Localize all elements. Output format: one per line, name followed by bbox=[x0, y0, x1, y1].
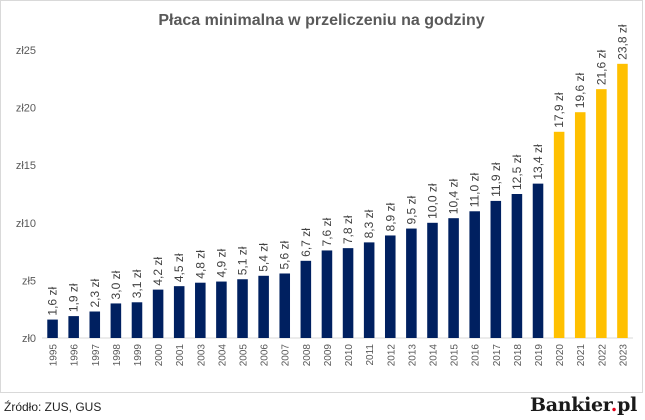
bar-2019 bbox=[532, 183, 544, 338]
x-tick-label: 2016 bbox=[471, 344, 482, 367]
brand-suffix: pl bbox=[617, 394, 637, 416]
x-tick-label: 2006 bbox=[260, 344, 271, 367]
x-tick-label: 1997 bbox=[91, 344, 102, 367]
bar-2016 bbox=[469, 211, 480, 338]
bar-2011 bbox=[363, 242, 375, 338]
data-label: 2,3 zł bbox=[88, 278, 102, 307]
bar-2022 bbox=[596, 89, 607, 338]
bar-2003 bbox=[195, 282, 206, 338]
data-label: 7,8 zł bbox=[341, 215, 355, 244]
bar-1995 bbox=[47, 319, 58, 338]
data-label: 4,5 zł bbox=[172, 253, 186, 282]
bar-1996 bbox=[68, 316, 79, 338]
x-tick-label: 2012 bbox=[386, 344, 397, 367]
bar-2023 bbox=[617, 63, 628, 338]
data-label: 5,1 zł bbox=[236, 246, 250, 275]
data-label: 8,3 zł bbox=[362, 209, 376, 238]
data-label: 1,9 zł bbox=[67, 283, 81, 312]
bar-2012 bbox=[384, 235, 396, 338]
x-tick-label: 2022 bbox=[597, 344, 608, 367]
bar-2001 bbox=[173, 286, 185, 338]
data-label: 21,6 zł bbox=[594, 49, 608, 85]
y-tick-label: zł0 bbox=[22, 333, 36, 345]
data-label: 4,9 zł bbox=[214, 249, 228, 278]
x-tick-label: 2001 bbox=[175, 344, 186, 367]
chart-title: Płaca minimalna w przeliczeniu na godzin… bbox=[158, 12, 485, 29]
x-tick-label: 2019 bbox=[534, 344, 545, 367]
x-tick-label: 2004 bbox=[217, 344, 228, 367]
x-tick-label: 1999 bbox=[133, 344, 144, 367]
data-label: 10,0 zł bbox=[425, 183, 439, 219]
bar-2021 bbox=[574, 112, 586, 338]
x-tick-label: 2010 bbox=[344, 344, 355, 367]
data-label: 19,6 zł bbox=[573, 73, 587, 109]
x-tick-label: 2007 bbox=[281, 344, 292, 367]
x-tick-label: 2020 bbox=[555, 344, 566, 367]
data-label: 3,1 zł bbox=[130, 269, 144, 298]
data-label: 17,9 zł bbox=[552, 92, 566, 128]
bar-1998 bbox=[110, 303, 122, 338]
data-label: 5,6 zł bbox=[278, 240, 292, 269]
bar-2018 bbox=[511, 194, 523, 338]
x-tick-label: 2018 bbox=[513, 344, 524, 367]
bar-chart: zł0 zł5 zł10 zł15 zł20 zł25 1,6 zł 1995 1,9 zł 19… bbox=[16, 24, 633, 367]
bar-1997 bbox=[89, 311, 101, 338]
y-tick-label: zł15 bbox=[16, 160, 36, 172]
data-label: 8,9 zł bbox=[383, 202, 397, 231]
data-label: 7,6 zł bbox=[320, 217, 334, 246]
data-label: 10,4 zł bbox=[447, 179, 461, 215]
y-tick-label: zł25 bbox=[16, 45, 36, 57]
x-tick-label: 1998 bbox=[112, 344, 123, 367]
x-tick-label: 2008 bbox=[302, 344, 313, 367]
bar-2006 bbox=[258, 275, 269, 338]
x-tick-label: 2005 bbox=[239, 344, 250, 367]
x-tick-label: 2003 bbox=[196, 344, 207, 367]
x-tick-label: 2017 bbox=[492, 344, 503, 367]
brand-name: Bankier bbox=[529, 394, 611, 416]
x-tick-label: 2015 bbox=[450, 344, 461, 367]
x-tick-label: 2021 bbox=[576, 344, 587, 367]
data-label: 4,2 zł bbox=[151, 257, 165, 286]
bar-2000 bbox=[152, 289, 164, 338]
x-tick-label: 1995 bbox=[49, 344, 60, 367]
data-label: 3,0 zł bbox=[109, 270, 123, 299]
bar-2005 bbox=[237, 279, 248, 338]
x-tick-label: 2014 bbox=[428, 344, 439, 367]
brand-dot: . bbox=[610, 394, 618, 416]
data-label: 1,6 zł bbox=[46, 287, 60, 316]
bankier-logo: Bankier.pl bbox=[530, 394, 637, 416]
data-label: 11,9 zł bbox=[489, 162, 503, 197]
y-tick-label: zł20 bbox=[16, 103, 36, 115]
y-tick-label: zł10 bbox=[16, 218, 36, 230]
bar-2009 bbox=[321, 250, 333, 338]
bar-2013 bbox=[406, 228, 417, 338]
bar-2014 bbox=[427, 222, 438, 338]
bar-2015 bbox=[448, 218, 459, 338]
data-label: 6,7 zł bbox=[299, 228, 313, 257]
x-tick-label: 2000 bbox=[154, 344, 165, 367]
data-label: 12,5 zł bbox=[510, 154, 524, 190]
source-note: Źródło: ZUS, GUS bbox=[4, 400, 102, 414]
data-label: 5,4 zł bbox=[257, 243, 271, 272]
bar-2010 bbox=[342, 248, 354, 338]
data-label: 23,8 zł bbox=[615, 24, 629, 60]
data-label: 13,4 zł bbox=[531, 144, 545, 180]
bar-1999 bbox=[131, 302, 143, 338]
bar-2020 bbox=[553, 131, 565, 338]
bar-2017 bbox=[490, 200, 502, 338]
x-tick-label: 2013 bbox=[407, 344, 418, 367]
x-tick-label: 2023 bbox=[618, 344, 629, 367]
data-label: 4,8 zł bbox=[193, 250, 207, 279]
bar-2007 bbox=[279, 273, 291, 338]
bar-2004 bbox=[216, 281, 227, 338]
data-label: 9,5 zł bbox=[404, 196, 418, 225]
x-tick-label: 2009 bbox=[323, 344, 334, 367]
x-tick-label: 1996 bbox=[70, 344, 81, 367]
y-tick-label: zł5 bbox=[22, 275, 36, 287]
bar-2008 bbox=[300, 260, 312, 338]
data-label: 11,0 zł bbox=[468, 172, 482, 207]
x-tick-label: 2011 bbox=[365, 344, 376, 366]
